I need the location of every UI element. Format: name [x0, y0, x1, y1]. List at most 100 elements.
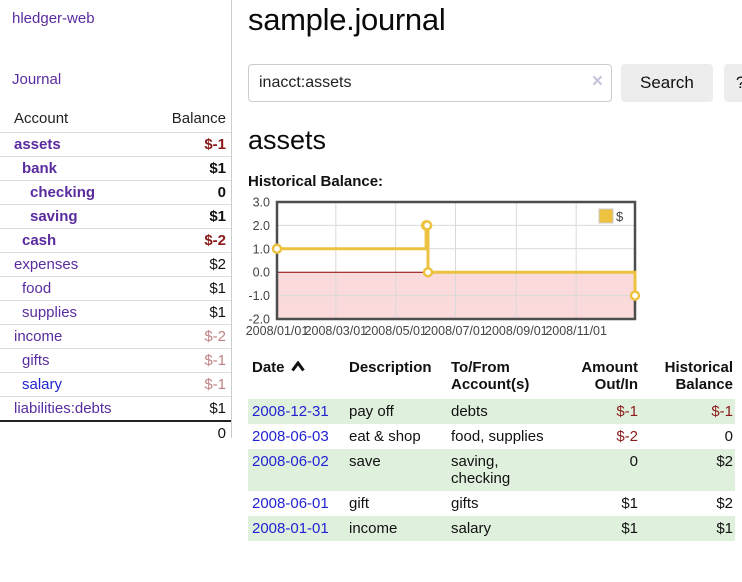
transaction-accounts: gifts — [451, 495, 479, 512]
transaction-balance: $2 — [716, 495, 733, 512]
transaction-balance: $2 — [716, 453, 733, 470]
sidebar-account-row: supplies $1 — [0, 300, 232, 324]
sidebar-account-balance: $-2 — [204, 232, 226, 249]
x-tick-label: 2008/09/01 — [485, 324, 548, 338]
transaction-accounts: food, supplies — [451, 428, 544, 445]
sidebar-account-link[interactable]: gifts — [22, 352, 50, 369]
accounts-total-value: 0 — [217, 425, 226, 442]
x-tick-label: 2008/07/01 — [424, 324, 487, 338]
transaction-amount: $1 — [621, 520, 638, 537]
accounts-tree-header: Account Balance — [0, 106, 232, 132]
sidebar-account-row: food $1 — [0, 276, 232, 300]
register-row: 2008-06-02 save saving, checking 0 $2 — [248, 449, 735, 491]
register-header-row: Date Description To/From Account(s) Amou… — [248, 357, 735, 399]
search-form: × Search ? — [248, 64, 742, 102]
sidebar-account-balance: $2 — [209, 256, 226, 273]
legend-label: $ — [616, 209, 624, 224]
balance-column-header: Balance — [171, 110, 226, 127]
transaction-amount: $1 — [621, 495, 638, 512]
transaction-amount: $-1 — [616, 403, 638, 420]
search-input[interactable] — [248, 64, 612, 102]
sidebar-account-row: income $-2 — [0, 324, 232, 348]
accounts-tree: Account Balance assets $-1 bank $1 check… — [0, 106, 232, 445]
sidebar-account-link[interactable]: expenses — [14, 256, 79, 273]
search-button[interactable]: Search — [621, 64, 713, 102]
sidebar-account-row: saving $1 — [0, 204, 232, 228]
y-tick-label: -2.0 — [248, 313, 270, 327]
data-point-marker — [422, 266, 434, 278]
sidebar-account-balance: $-1 — [204, 376, 226, 393]
account-column-header: Account — [14, 110, 69, 127]
register-body: 2008-12-31 pay off debts $-1 $-1 2008-06… — [248, 399, 735, 541]
sidebar-account-link[interactable]: supplies — [22, 304, 78, 321]
sidebar-account-balance: $1 — [209, 400, 226, 417]
sidebar-account-row: liabilities:debts $1 — [0, 396, 232, 420]
sidebar-account-row: cash $-2 — [0, 228, 232, 252]
balance-chart: $3.0 2.0 1.0 0.0 -1.0 -2.02008/01/012008/03/0… — [246, 196, 641, 338]
sidebar-account-balance: 0 — [217, 184, 226, 201]
chart-title: Historical Balance: — [248, 173, 384, 190]
sidebar-divider — [231, 0, 232, 438]
sidebar-account-balance: $1 — [209, 208, 226, 225]
sidebar-account-link[interactable]: salary — [22, 376, 63, 393]
sidebar-account-link[interactable]: bank — [22, 160, 58, 177]
transaction-description: gift — [349, 495, 370, 512]
date-column-header[interactable]: Date — [248, 357, 345, 399]
legend-swatch — [598, 208, 614, 224]
x-tick-label: 2008/01/01 — [246, 324, 309, 338]
clear-search-icon[interactable]: × — [591, 71, 603, 92]
sidebar-account-link[interactable]: food — [22, 280, 52, 297]
sidebar-account-link[interactable]: checking — [30, 184, 96, 201]
x-tick-label: 2008/03/01 — [305, 324, 368, 338]
x-tick-label: 2008/11/01 — [545, 324, 607, 338]
sidebar-account-row: salary $-1 — [0, 372, 232, 396]
transaction-accounts: salary — [451, 520, 492, 537]
sidebar-account-balance: $-1 — [204, 352, 226, 369]
register-row: 2008-06-01 gift gifts $1 $2 — [248, 491, 735, 516]
transaction-balance: 0 — [724, 428, 733, 445]
register-row: 2008-06-03 eat & shop food, supplies $-2… — [248, 424, 735, 449]
transaction-amount: $-2 — [616, 428, 638, 445]
transaction-description: eat & shop — [349, 428, 421, 445]
sidebar-account-link[interactable]: saving — [30, 208, 78, 225]
transaction-date-link[interactable]: 2008-06-03 — [252, 428, 329, 445]
accounts-total-row: 0 — [0, 420, 232, 445]
sidebar-account-link[interactable]: liabilities:debts — [14, 400, 112, 417]
plot-border — [275, 200, 637, 321]
data-point-marker — [629, 290, 641, 301]
register-row: 2008-12-31 pay off debts $-1 $-1 — [248, 399, 735, 424]
sidebar-account-balance: $1 — [209, 160, 226, 177]
sidebar-account-link[interactable]: assets — [14, 136, 61, 153]
account-heading: assets — [248, 125, 327, 155]
transaction-date-link[interactable]: 2008-06-01 — [252, 495, 329, 512]
transaction-date-link[interactable]: 2008-01-01 — [252, 520, 329, 537]
transaction-description: save — [349, 453, 381, 470]
transaction-amount: 0 — [629, 453, 638, 470]
sidebar-account-row: assets $-1 — [0, 132, 232, 156]
transaction-date-link[interactable]: 2008-06-02 — [252, 453, 329, 470]
sidebar-account-link[interactable]: cash — [22, 232, 57, 249]
sort-ascending-icon — [290, 359, 305, 376]
sidebar-account-balance: $-2 — [204, 328, 226, 345]
sidebar-account-link[interactable]: income — [14, 328, 63, 345]
sidebar-item-journal[interactable]: Journal — [12, 71, 62, 88]
y-tick-label: -1.0 — [248, 289, 270, 303]
data-point-marker — [421, 220, 433, 231]
brand-link[interactable]: hledger-web — [12, 10, 95, 27]
transaction-description: income — [349, 520, 398, 537]
main-content: sample.journal × Search ? assets Histori… — [232, 0, 742, 582]
y-tick-label: 1.0 — [253, 242, 270, 256]
accounts-column-header: To/From Account(s) — [451, 359, 530, 393]
page-title: sample.journal — [248, 2, 446, 37]
help-button[interactable]: ? — [723, 64, 742, 102]
register-table: Date Description To/From Account(s) Amou… — [248, 357, 735, 541]
data-point-marker — [271, 243, 283, 255]
y-tick-label: 3.0 — [253, 196, 270, 210]
sidebar-account-balance: $-1 — [204, 136, 226, 153]
register-row: 2008-01-01 income salary $1 $1 — [248, 516, 735, 541]
transaction-date-link[interactable]: 2008-12-31 — [252, 403, 329, 420]
transaction-description: pay off — [349, 403, 394, 420]
transaction-balance: $-1 — [711, 403, 733, 420]
balance-column-header-main: Historical Balance — [664, 359, 733, 393]
